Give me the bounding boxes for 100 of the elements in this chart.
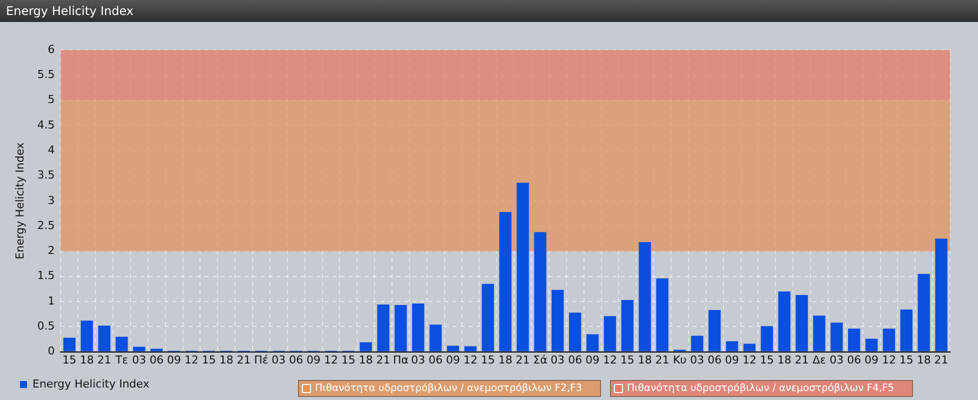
x-tick-label: 21 <box>516 353 530 366</box>
x-tick-label: 09 <box>446 353 460 366</box>
bar <box>534 232 546 352</box>
bar <box>743 344 756 352</box>
bar <box>482 284 494 352</box>
legend-label: Energy Helicity Index <box>32 377 150 390</box>
bar <box>691 336 704 352</box>
bar <box>464 346 477 352</box>
x-tick-label: 06 <box>428 353 443 366</box>
bar <box>499 212 512 352</box>
bar <box>604 316 616 352</box>
bar <box>813 316 826 352</box>
bar <box>394 305 407 352</box>
bar <box>586 334 599 352</box>
x-tick-label: 06 <box>568 353 582 366</box>
x-tick-label: 15 <box>760 353 774 366</box>
x-tick-label: 06 <box>289 353 304 366</box>
x-tick-label: Πέ <box>254 353 268 366</box>
x-tick-label: 18 <box>498 353 512 366</box>
bar <box>429 324 442 352</box>
bar <box>900 310 913 352</box>
x-tick-label: 18 <box>916 353 931 366</box>
bar <box>865 338 878 352</box>
x-tick-label: 09 <box>864 353 879 366</box>
bar <box>360 342 372 352</box>
bar <box>726 341 738 352</box>
bar <box>621 300 634 352</box>
bar <box>830 322 843 352</box>
x-tick-label: 21 <box>97 353 112 366</box>
bar <box>760 326 774 352</box>
bar <box>446 346 460 352</box>
x-tick-label: 12 <box>184 353 198 366</box>
x-tick-label: 21 <box>934 353 948 366</box>
x-tick-label: 03 <box>690 353 704 366</box>
x-tick-label: Δε <box>812 353 826 366</box>
y-axis-title: Energy Helicity Index <box>13 142 26 260</box>
x-tick-label: 15 <box>480 353 495 366</box>
bar <box>552 290 564 352</box>
x-tick-label: 21 <box>236 353 251 366</box>
bar <box>80 320 93 352</box>
x-tick-label: 15 <box>62 353 76 366</box>
x-tick-label: 03 <box>272 353 286 366</box>
x-tick-label: 09 <box>167 353 182 366</box>
legend-label: Πιθανότητα υδροστρόβιλων / ανεμοστρόβιλων F2,F3 <box>315 383 582 394</box>
y-tick-label: 6 <box>48 42 55 56</box>
y-tick-label: 5.5 <box>37 68 55 82</box>
x-tick-label: 03 <box>550 353 565 366</box>
x-tick-label: 21 <box>376 353 390 366</box>
x-tick-label: 03 <box>132 353 146 366</box>
x-tick-label: 21 <box>794 353 809 366</box>
y-tick-label: 3 <box>48 194 55 207</box>
x-tick-label: 15 <box>620 353 634 366</box>
bar <box>412 304 424 352</box>
y-tick-label: 0 <box>48 344 55 358</box>
x-tick-label: 15 <box>899 353 914 366</box>
legend-label: Πιθανότητα υδροστρόβιλων / ανεμοστρόβιλων F4,F5 <box>627 383 894 394</box>
bar <box>656 278 668 352</box>
x-tick-label: 12 <box>463 353 478 366</box>
x-tick-label: 12 <box>324 353 338 366</box>
y-tick-label: 0.5 <box>37 320 55 333</box>
x-tick-label: 12 <box>882 353 896 366</box>
y-tick-label: 5 <box>48 93 55 106</box>
y-tick-label: 4 <box>48 143 55 156</box>
bar <box>377 304 390 352</box>
x-tick-label: 18 <box>777 353 792 366</box>
x-tick-label: Πα <box>392 353 408 366</box>
x-tick-label: 03 <box>411 353 426 366</box>
y-tick-label: 2.5 <box>37 218 55 232</box>
bar <box>638 242 651 352</box>
chart-title: Energy Helicity Index <box>0 0 978 22</box>
y-tick-label: 3.5 <box>37 168 55 182</box>
x-tick-label: 06 <box>150 353 164 366</box>
x-tick-label: Κυ <box>672 353 687 366</box>
x-tick-label: 21 <box>655 353 670 366</box>
bar <box>918 274 930 352</box>
bar <box>568 312 582 352</box>
y-tick-label: 1.5 <box>37 269 55 282</box>
x-tick-label: 18 <box>219 353 234 366</box>
bar <box>133 346 146 352</box>
x-tick-label: 12 <box>602 353 617 366</box>
x-tick-label: Σά <box>533 353 548 366</box>
y-tick-label: 4.5 <box>37 118 55 132</box>
x-tick-label: 15 <box>202 353 216 366</box>
x-tick-label: 09 <box>725 353 740 366</box>
bar <box>98 326 110 352</box>
x-tick-label: 18 <box>638 353 652 366</box>
x-tick-label: Τε <box>114 353 128 366</box>
bar <box>708 310 721 352</box>
bar <box>116 336 128 352</box>
x-tick-label: 09 <box>306 353 321 366</box>
bar <box>778 291 790 352</box>
x-tick-label: 03 <box>830 353 844 366</box>
bar <box>882 328 896 352</box>
x-tick-label: 06 <box>708 353 722 366</box>
bar <box>150 348 163 352</box>
bar <box>796 294 808 352</box>
x-tick-label: 12 <box>742 353 756 366</box>
bar <box>516 182 529 352</box>
bar <box>848 328 860 352</box>
bar <box>935 238 948 352</box>
